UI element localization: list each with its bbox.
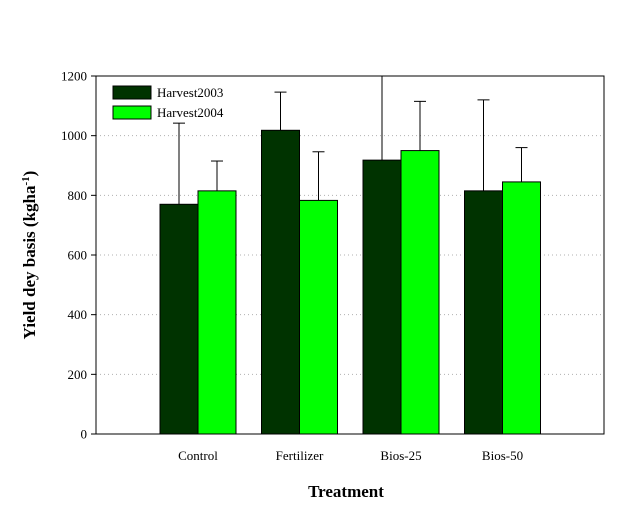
y-tick-label: 200 [68,367,88,382]
bar-harvest2004-control [197,190,237,435]
bar-harvest2003-control [159,203,199,435]
bar-harvest2004-fertilizer [299,199,338,435]
x-tick-label: Control [178,448,218,463]
x-tick-label: Fertilizer [276,448,324,463]
y-axis-title: Yield dey basis (kgha-1) [20,171,39,340]
x-axis-title: Treatment [308,482,384,501]
y-tick-label: 0 [81,427,88,442]
x-tick-label: Bios-25 [380,448,421,463]
y-tick-label: 600 [68,248,88,263]
y-axis-title-main: Yield dey basis (kgha [20,185,39,339]
bar-harvest2003-fertilizer [261,129,300,435]
y-tick-label: 1000 [61,128,87,143]
y-axis-title-close: ) [20,171,39,177]
bar-harvest2003-bios-25 [362,159,402,435]
y-tick-label: 400 [68,307,88,322]
y-tick-label: 1200 [61,69,87,84]
legend: Harvest2003 Harvest2004 [112,85,224,120]
legend-label-harvest2004: Harvest2004 [157,105,224,120]
legend-swatch-harvest2004 [112,105,152,120]
bar-harvest2004-bios-25 [400,150,440,435]
bar-harvest2003-bios-50 [464,190,503,435]
legend-swatch-harvest2003 [112,85,152,100]
error-bars-group [173,76,528,205]
x-tick-label: Bios-50 [482,448,523,463]
y-tick-label: 800 [68,188,88,203]
bar-harvest2004-bios-50 [502,181,541,435]
legend-label-harvest2003: Harvest2003 [157,85,223,100]
x-axis-ticks: Control Fertilizer Bios-25 Bios-50 [178,448,523,463]
y-axis-title-superscript: -1 [20,176,32,185]
y-axis-ticks: 0 200 400 600 800 1000 1200 [61,69,96,442]
